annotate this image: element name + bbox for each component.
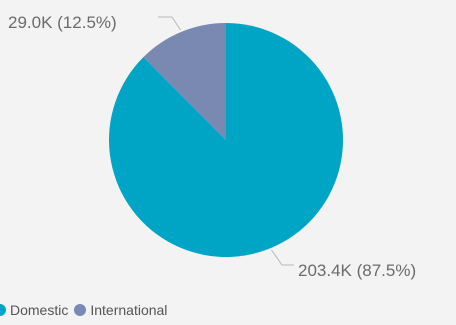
pie-slices: [109, 23, 344, 257]
legend-item-domestic[interactable]: Domestic: [0, 302, 68, 318]
leader-line-international: [158, 16, 181, 31]
legend: Domestic International: [0, 302, 169, 318]
legend-label-international: International: [90, 302, 168, 318]
legend-label-domestic: Domestic: [10, 302, 69, 318]
data-label-domestic: 203.4K (87.5%): [298, 261, 416, 280]
legend-swatch-domestic: [0, 304, 6, 316]
leader-line-domestic: [271, 249, 294, 266]
legend-item-international[interactable]: International: [74, 302, 167, 318]
pie-slice-international[interactable]: [143, 23, 226, 140]
data-label-international: 29.0K (12.5%): [8, 13, 117, 32]
data-labels: 29.0K (12.5%) 203.4K (87.5%): [8, 13, 416, 280]
leader-lines: [158, 16, 294, 266]
pie-slice-domestic[interactable]: [109, 23, 344, 257]
legend-swatch-international: [74, 304, 87, 316]
